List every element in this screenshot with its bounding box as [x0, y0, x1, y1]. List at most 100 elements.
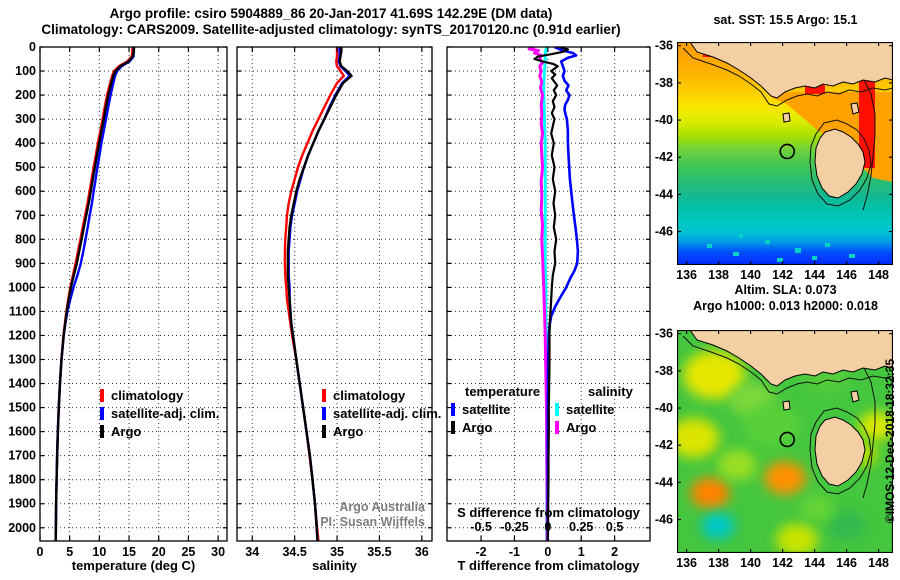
profile-curves	[54, 47, 136, 541]
salinity-diff-legend: satellite Argo	[555, 400, 614, 436]
depth-tick-label: 1500	[8, 401, 36, 415]
map-lat-label: -40	[655, 113, 673, 127]
map-lon-label: 148	[868, 556, 889, 570]
map-lon-label: 138	[708, 268, 729, 282]
climatology-line-swatch	[322, 388, 326, 402]
temperature-column-header: temperature	[465, 384, 541, 399]
argo-float-marker	[779, 143, 796, 160]
map-lat-label: -40	[655, 401, 673, 415]
argo-line-swatch	[322, 424, 326, 438]
depth-tick-label: 1700	[8, 449, 36, 463]
s-tick-label: 0	[544, 520, 551, 534]
x-tick-label: 34	[245, 545, 259, 559]
legend-item: Argo	[451, 418, 510, 436]
map-border	[677, 42, 893, 265]
series-satellite-adj-clim-	[54, 47, 136, 541]
sla-map	[677, 330, 893, 553]
tasmania-contour	[809, 407, 872, 495]
map-lon-label: 140	[740, 556, 761, 570]
depth-tick-label: 1900	[8, 497, 36, 511]
depth-tick-label: 400	[15, 136, 36, 150]
x-tick-label: 10	[92, 545, 106, 559]
map-lat-label: -44	[655, 187, 673, 201]
map-lon-label: 138	[708, 556, 729, 570]
legend-label: satellite-adj. clim.	[111, 405, 220, 421]
salinity-column-header: salinity	[588, 384, 633, 399]
map-lon-label: 146	[836, 556, 857, 570]
depth-tick-label: 700	[15, 208, 36, 222]
depth-tick-label: 100	[15, 64, 36, 78]
argo-float-marker	[779, 431, 796, 448]
figure-title-line2: Climatology: CARS2009. Satellite-adjuste…	[41, 22, 621, 37]
depth-tick-label: 500	[15, 160, 36, 174]
map-lat-label: -46	[655, 513, 673, 527]
panel-border	[446, 46, 651, 542]
east-shelf-contour	[862, 77, 876, 211]
series-argo	[54, 47, 136, 541]
annotation-line2: PI: Susan Wijffels	[320, 515, 425, 529]
depth-tick-label: 1300	[8, 353, 36, 367]
s-difference-axis-label: S difference from climatology	[457, 505, 640, 520]
legend-item: Argo	[322, 422, 441, 440]
legend-temperature-panel: climatology satellite-adj. clim. Argo	[100, 386, 219, 440]
depth-tick-label: 1000	[8, 280, 36, 294]
depth-tick-label: 300	[15, 112, 36, 126]
salinity-axis-label: salinity	[312, 558, 357, 573]
sla-map-title-line1: Altim. SLA: 0.073	[734, 283, 837, 297]
tasmania-contour	[809, 119, 872, 207]
x-tick-label: 15	[122, 545, 136, 559]
legend-item: satellite-adj. clim.	[322, 404, 441, 422]
map-tick-labels: 136 138 140 142 144 146 148 -36 -38 -40 -42 -44 -46 1…	[655, 39, 889, 570]
map-lat-label: -36	[655, 327, 673, 341]
profile-curves	[527, 47, 580, 541]
land-mass	[689, 42, 893, 199]
t-difference-axis-label: T difference from climatology	[457, 558, 640, 573]
figure-title-line1: Argo profile: csiro 5904889_86 20-Jan-20…	[109, 6, 553, 21]
depth-tick-label: 1800	[8, 473, 36, 487]
map-lon-label: 136	[676, 556, 697, 570]
depth-tick-label: 0	[29, 40, 36, 54]
map-ticks	[677, 42, 893, 265]
depth-tick-label: 800	[15, 232, 36, 246]
s-tick-label: -0.5	[470, 520, 492, 534]
temperature-diff-legend: satellite Argo	[451, 400, 510, 436]
temperature-axis-label: temperature (deg C)	[71, 558, 196, 573]
map-lat-label: -42	[655, 150, 673, 164]
map-lon-label: 148	[868, 268, 889, 282]
x-tick-label: 25	[181, 545, 195, 559]
depth-tick-label: 1400	[8, 377, 36, 391]
legend-label: Argo	[111, 423, 142, 439]
map-lat-label: -36	[655, 39, 673, 53]
map-lon-label: 144	[804, 556, 825, 570]
series-satellite-adj-clim-	[287, 47, 351, 541]
legend-item: satellite	[451, 400, 510, 418]
legend-item: satellite-adj. clim.	[100, 404, 219, 422]
map-lon-label: 146	[836, 268, 857, 282]
legend-label: satellite	[462, 401, 511, 417]
x-tick-label: 36	[415, 545, 429, 559]
sst-map	[677, 42, 893, 265]
x-tick-label: 34.5	[282, 545, 306, 559]
map-ticks	[677, 330, 893, 553]
series-climatology	[54, 47, 134, 541]
land-mass	[689, 330, 893, 487]
map-lon-label: 142	[772, 268, 793, 282]
annotation-line1: Argo Australia	[339, 500, 425, 514]
map-lon-label: 136	[676, 268, 697, 282]
s-argo-swatch	[555, 420, 559, 434]
legend-label: satellite	[566, 401, 615, 417]
legend-label: Argo	[566, 419, 597, 435]
legend-label: climatology	[333, 387, 406, 403]
panel-border	[39, 46, 228, 542]
map-border	[677, 330, 893, 553]
climatology-line-swatch	[100, 388, 104, 402]
legend-item: Argo	[555, 418, 614, 436]
depth-tick-label: 1100	[9, 304, 36, 318]
x-tick-label: 2	[611, 545, 618, 559]
map-lat-label: -38	[655, 76, 673, 90]
satellite-adj-line-swatch	[322, 406, 326, 420]
depth-tick-label: 600	[15, 184, 36, 198]
t-satellite-swatch	[451, 402, 455, 416]
